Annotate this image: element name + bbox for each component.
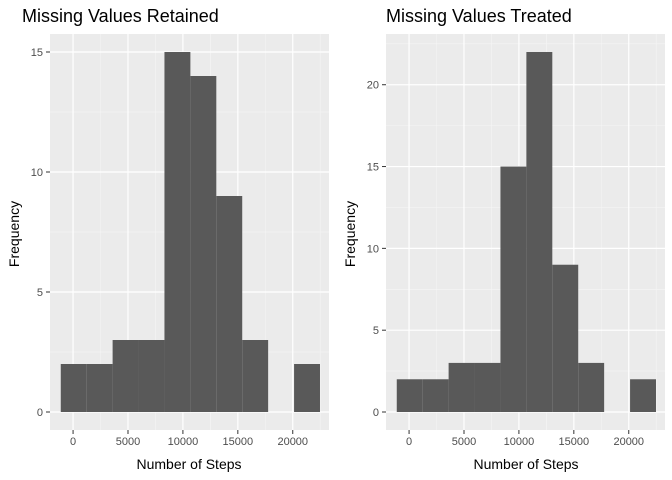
plot-area: 0 5000 10000 15000 20000 0 5 10 15 20	[367, 34, 665, 448]
y-tick-label: 10	[367, 243, 379, 255]
x-tick-label: 10000	[168, 436, 199, 448]
x-tick-label: 15000	[559, 436, 590, 448]
x-axis-title: Number of Steps	[136, 456, 241, 472]
histogram-bar	[552, 264, 579, 412]
x-tick-label: 0	[70, 436, 76, 448]
y-tick-label: 0	[37, 407, 43, 419]
histogram-bar	[112, 340, 139, 412]
y-axis-title: Frequency	[342, 201, 358, 267]
histogram-bar	[422, 379, 449, 412]
x-tick-label: 20000	[277, 436, 308, 448]
histogram-bar	[448, 362, 475, 412]
y-tick-label: 20	[367, 80, 379, 92]
histogram-bar	[526, 52, 553, 412]
y-tick-label: 5	[37, 287, 43, 299]
histogram-bar	[216, 196, 243, 412]
histogram-bar	[630, 379, 656, 412]
chart-missing-values-treated: Missing Values Treated Number of Steps F…	[342, 6, 665, 472]
y-tick-label: 0	[373, 407, 379, 419]
plot-area: 0 5000 10000 15000 20000 0 5 10 15	[31, 34, 329, 448]
chart-title: Missing Values Treated	[386, 6, 572, 26]
y-tick-label: 15	[367, 162, 379, 174]
x-tick-label: 15000	[223, 436, 254, 448]
histogram-bar	[190, 76, 217, 412]
y-tick-label: 10	[31, 167, 43, 179]
histogram-bar	[86, 364, 113, 412]
x-tick-label: 10000	[504, 436, 535, 448]
histogram-bar	[164, 52, 191, 412]
x-tick-label: 5000	[452, 436, 476, 448]
y-tick-label: 15	[31, 47, 43, 59]
histogram-bar	[60, 364, 87, 412]
histogram-bar	[242, 340, 269, 412]
x-tick-label: 20000	[613, 436, 644, 448]
y-tick-label: 5	[373, 325, 379, 337]
histogram-bar	[500, 166, 527, 412]
chart-missing-values-retained: Missing Values Retained Number of Steps …	[6, 6, 329, 472]
histogram-bar	[396, 379, 423, 412]
histogram-bar	[578, 362, 605, 412]
x-axis-title: Number of Steps	[473, 456, 578, 472]
chart-title: Missing Values Retained	[22, 6, 219, 26]
x-tick-label: 5000	[116, 436, 140, 448]
x-tick-label: 0	[406, 436, 412, 448]
histogram-bar	[294, 364, 320, 412]
y-axis-title: Frequency	[6, 201, 22, 267]
histogram-bar	[474, 362, 501, 412]
histogram-bar	[138, 340, 165, 412]
